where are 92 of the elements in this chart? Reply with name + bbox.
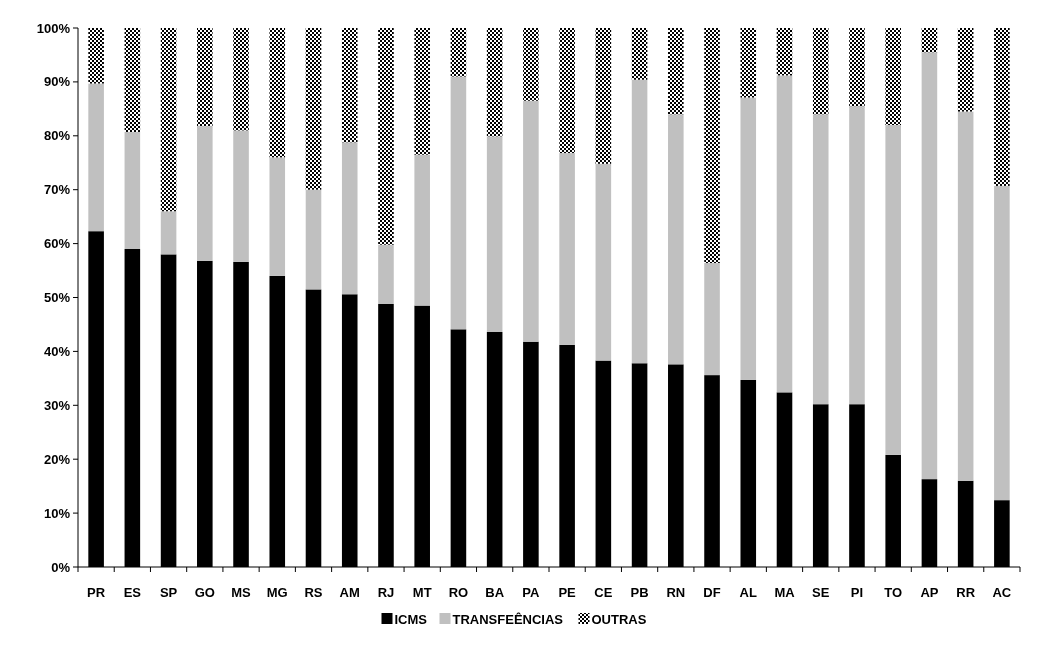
x-tick-label: SE xyxy=(812,585,830,600)
bar xyxy=(414,28,430,155)
bar xyxy=(595,28,612,164)
bar xyxy=(559,153,575,345)
x-tick-label: MS xyxy=(231,585,252,600)
x-tick-label: MG xyxy=(266,585,288,600)
bar xyxy=(269,28,286,158)
bar xyxy=(450,28,467,77)
bar xyxy=(378,244,394,304)
bar xyxy=(921,52,938,480)
y-tick-label: 10% xyxy=(43,505,71,521)
x-tick-label: TO xyxy=(884,585,903,600)
bar xyxy=(523,28,539,101)
bar xyxy=(776,28,793,76)
bar xyxy=(776,75,793,393)
bar xyxy=(957,111,974,481)
bar xyxy=(994,28,1010,186)
y-tick-label: 50% xyxy=(43,290,71,306)
bar xyxy=(740,97,757,380)
bar xyxy=(885,28,901,126)
y-tick-label: 60% xyxy=(43,236,71,252)
bar xyxy=(740,28,757,98)
x-tick-label: MT xyxy=(412,585,432,600)
bar xyxy=(414,154,430,306)
bar xyxy=(957,28,974,112)
bar xyxy=(921,28,938,53)
x-tick-label: RN xyxy=(666,585,686,600)
legend-label: OUTRAS xyxy=(591,612,647,627)
y-tick-label: 90% xyxy=(43,74,71,90)
x-tick-label: ES xyxy=(123,585,142,600)
bar xyxy=(88,83,104,232)
bar xyxy=(341,142,358,295)
x-tick-label: PB xyxy=(630,585,649,600)
y-tick-label: 30% xyxy=(43,397,71,413)
bar xyxy=(160,28,177,212)
x-tick-label: RS xyxy=(304,585,323,600)
y-tick-label: 70% xyxy=(43,182,71,198)
bar xyxy=(523,100,539,342)
bar xyxy=(269,157,286,276)
bar xyxy=(486,136,503,332)
bar xyxy=(450,76,467,330)
bar xyxy=(595,163,612,361)
x-tick-label: MA xyxy=(774,585,796,600)
bar xyxy=(668,28,684,115)
x-tick-label: PR xyxy=(87,585,106,600)
bar xyxy=(378,28,394,245)
bar xyxy=(124,28,141,133)
bar xyxy=(812,28,829,115)
x-tick-label: AM xyxy=(339,585,360,600)
bar xyxy=(885,125,901,455)
bar xyxy=(994,185,1010,501)
bar xyxy=(305,189,322,290)
bar xyxy=(631,79,648,364)
y-tick-label: 20% xyxy=(43,451,71,467)
bar xyxy=(197,28,213,127)
x-tick-label: RJ xyxy=(377,585,395,600)
x-tick-label: CE xyxy=(594,585,613,600)
y-tick-label: 0% xyxy=(51,559,71,575)
bar xyxy=(160,211,177,255)
x-tick-label: PE xyxy=(558,585,577,600)
x-tick-label: PI xyxy=(850,585,864,600)
x-tick-label: PA xyxy=(522,585,541,600)
x-tick-label: RO xyxy=(448,585,469,600)
x-tick-label: RR xyxy=(956,585,976,600)
bar xyxy=(849,106,865,405)
x-tick-label: GO xyxy=(194,585,215,600)
bar xyxy=(124,132,141,249)
bar xyxy=(233,130,249,262)
x-tick-label: DF xyxy=(703,585,721,600)
bar xyxy=(486,28,503,137)
bar xyxy=(704,263,720,376)
bar xyxy=(559,28,575,154)
y-tick-label: 100% xyxy=(36,20,71,36)
bar xyxy=(849,28,865,107)
bar xyxy=(631,28,648,80)
bar xyxy=(668,114,684,365)
legend-label: ICMS xyxy=(394,612,428,627)
x-tick-label: SP xyxy=(159,585,178,600)
legend-label: TRANSFEÊNCIAS xyxy=(452,612,564,627)
bar xyxy=(341,28,358,143)
x-tick-label: AL xyxy=(739,585,757,600)
x-tick-label: BA xyxy=(485,585,505,600)
y-tick-label: 40% xyxy=(43,343,71,359)
bar xyxy=(305,28,322,190)
bar xyxy=(233,28,249,131)
x-tick-label: AC xyxy=(992,585,1012,600)
bar xyxy=(88,28,104,84)
bar xyxy=(197,126,213,261)
bar xyxy=(812,114,829,405)
bar xyxy=(704,28,720,263)
x-tick-label: AP xyxy=(920,585,939,600)
y-tick-label: 80% xyxy=(43,128,71,144)
